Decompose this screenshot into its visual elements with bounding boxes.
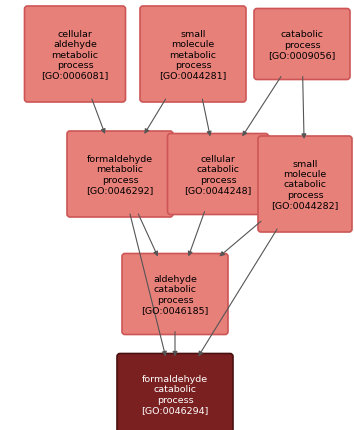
FancyBboxPatch shape xyxy=(140,7,246,103)
Text: small
molecule
catabolic
process
[GO:0044282]: small molecule catabolic process [GO:004… xyxy=(271,160,339,210)
FancyBboxPatch shape xyxy=(24,7,126,103)
Text: cellular
catabolic
process
[GO:0044248]: cellular catabolic process [GO:0044248] xyxy=(184,154,252,195)
FancyBboxPatch shape xyxy=(122,254,228,335)
Text: formaldehyde
catabolic
process
[GO:0046294]: formaldehyde catabolic process [GO:00462… xyxy=(141,374,209,414)
Text: cellular
aldehyde
metabolic
process
[GO:0006081]: cellular aldehyde metabolic process [GO:… xyxy=(41,30,109,80)
FancyBboxPatch shape xyxy=(258,137,352,233)
Text: aldehyde
catabolic
process
[GO:0046185]: aldehyde catabolic process [GO:0046185] xyxy=(141,274,209,314)
Text: small
molecule
metabolic
process
[GO:0044281]: small molecule metabolic process [GO:004… xyxy=(159,30,227,80)
Text: formaldehyde
metabolic
process
[GO:0046292]: formaldehyde metabolic process [GO:00462… xyxy=(86,154,154,195)
FancyBboxPatch shape xyxy=(167,134,268,215)
FancyBboxPatch shape xyxy=(117,354,233,430)
FancyBboxPatch shape xyxy=(254,9,350,80)
FancyBboxPatch shape xyxy=(67,132,173,218)
Text: catabolic
process
[GO:0009056]: catabolic process [GO:0009056] xyxy=(268,30,336,60)
